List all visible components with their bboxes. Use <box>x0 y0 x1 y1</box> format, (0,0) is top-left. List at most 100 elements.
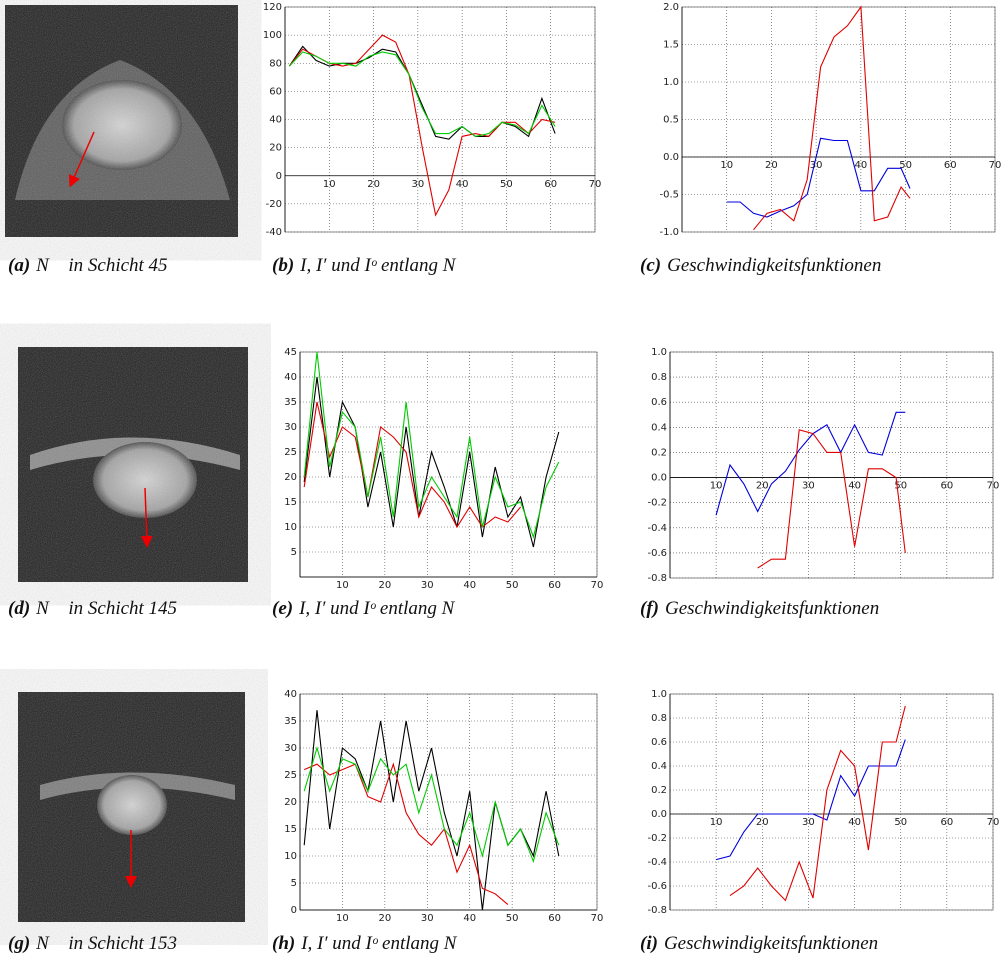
x-tick-label: 20 <box>765 160 778 171</box>
x-tick-label: 20 <box>378 580 391 591</box>
y-tick-label: 5 <box>291 878 297 889</box>
series-line <box>288 45 556 140</box>
x-tick-label: 50 <box>506 913 519 924</box>
y-tick-label: 0 <box>291 905 297 916</box>
x-tick-label: 70 <box>987 481 1000 492</box>
y-tick-label: -0.2 <box>647 498 667 509</box>
y-tick-label: 40 <box>269 115 282 126</box>
y-tick-label: 0.6 <box>651 397 667 408</box>
series-line <box>715 411 906 516</box>
x-tick-label: 10 <box>323 179 336 190</box>
y-tick-label: 45 <box>284 347 297 358</box>
y-tick-label: 20 <box>284 797 297 808</box>
caption: (g) N⃗ in Schicht 153 <box>8 933 177 955</box>
caption: (a) N⃗ in Schicht 45 <box>8 255 168 277</box>
series-line <box>757 429 906 569</box>
series-line <box>288 51 556 137</box>
series-line <box>753 5 911 231</box>
x-tick-label: 70 <box>591 580 604 591</box>
x-tick-label: 50 <box>506 580 519 591</box>
chart: -0.8 -0.6 -0.4 -0.2 0.0 0.2 0.4 0.6 0.8 1.0 10 20 30… <box>647 689 999 916</box>
caption-text: Geschwindigkeitsfunktionen <box>663 933 879 954</box>
y-tick-label: 15 <box>284 497 297 508</box>
y-tick-label: 0.0 <box>651 473 667 484</box>
y-tick-label: 25 <box>284 447 297 458</box>
y-tick-label: 0.6 <box>651 737 667 748</box>
caption: (i) Geschwindigkeitsfunktionen <box>640 933 878 955</box>
x-tick-label: 20 <box>367 179 380 190</box>
y-tick-label: 20 <box>284 472 297 483</box>
caption-label: (c) <box>640 255 662 276</box>
series-line <box>303 351 560 539</box>
x-tick-label: 20 <box>756 481 769 492</box>
caption: (c) Geschwindigkeitsfunktionen <box>640 255 881 277</box>
caption-label: (b) <box>272 255 295 276</box>
caption-label: (e) <box>272 598 294 619</box>
caption: (b) I, I′ und Iᵒ entlang N⃗ <box>272 255 470 277</box>
y-tick-label: 30 <box>284 422 297 433</box>
y-tick-label: 15 <box>284 824 297 835</box>
caption: (e) I, I′ und Iᵒ entlang N⃗ <box>272 598 469 620</box>
y-tick-label: 35 <box>284 716 297 727</box>
x-tick-label: 60 <box>548 913 561 924</box>
x-tick-label: 40 <box>463 913 476 924</box>
caption: (f) Geschwindigkeitsfunktionen <box>640 598 879 620</box>
series-line <box>303 376 560 548</box>
y-tick-label: -1.0 <box>659 227 679 238</box>
y-tick-label: 35 <box>284 397 297 408</box>
caption-label: (h) <box>272 933 296 954</box>
caption-text: I, I′ und Iᵒ entlang N⃗ <box>299 598 470 619</box>
y-tick-label: -0.8 <box>647 905 667 916</box>
y-tick-label: -0.8 <box>647 573 667 584</box>
plot-frame <box>299 351 598 578</box>
series-line <box>288 34 556 217</box>
y-tick-label: 0.5 <box>663 115 679 126</box>
y-tick-label: 10 <box>284 851 297 862</box>
chart: -1.0 -0.5 0.0 0.5 1.0 1.5 2.0 10 20 30 40 50 60 70 <box>659 2 1001 238</box>
x-tick-label: 60 <box>544 179 557 190</box>
plot-frame <box>669 351 994 579</box>
y-tick-label: 5 <box>291 547 297 558</box>
x-tick-label: 60 <box>944 160 957 171</box>
y-tick-label: 100 <box>263 30 282 41</box>
chart: 0 5 10 15 20 25 30 35 40 10 20 30 40 50 60 70 <box>284 689 603 924</box>
x-tick-label: 10 <box>710 481 723 492</box>
x-tick-label: 30 <box>421 580 434 591</box>
y-tick-label: 1.0 <box>663 77 679 88</box>
plot-frame <box>284 6 596 233</box>
x-tick-label: 40 <box>463 580 476 591</box>
x-tick-label: 50 <box>894 481 907 492</box>
series-line <box>303 401 522 529</box>
y-tick-label: 40 <box>284 372 297 383</box>
x-tick-label: 40 <box>854 160 867 171</box>
x-tick-label: 30 <box>802 817 815 828</box>
y-tick-label: -40 <box>266 227 282 238</box>
caption: (h) I, I′ und Iᵒ entlang N⃗ <box>272 933 471 955</box>
x-tick-label: 10 <box>720 160 733 171</box>
x-tick-label: 10 <box>710 817 723 828</box>
plot-frame <box>669 693 994 911</box>
y-tick-label: 120 <box>263 2 282 13</box>
caption-text: N⃗ in Schicht 45 <box>36 255 168 276</box>
x-tick-label: 50 <box>500 179 513 190</box>
mri-image <box>18 347 248 582</box>
y-tick-label: 0.4 <box>651 422 667 433</box>
x-tick-label: 10 <box>336 913 349 924</box>
y-tick-label: 60 <box>269 86 282 97</box>
x-tick-label: 30 <box>810 160 823 171</box>
x-tick-label: 30 <box>421 913 434 924</box>
y-tick-label: 40 <box>284 689 297 700</box>
x-tick-label: 70 <box>987 817 1000 828</box>
caption-text: Geschwindigkeitsfunktionen <box>667 255 882 276</box>
y-tick-label: 0.0 <box>663 152 679 163</box>
caption-label: (i) <box>640 933 658 954</box>
y-tick-label: -0.5 <box>659 190 679 201</box>
y-tick-label: 30 <box>284 743 297 754</box>
x-tick-label: 70 <box>591 913 604 924</box>
chart: 5 10 15 20 25 30 35 40 45 10 20 30 40 50 60 70 <box>284 347 603 591</box>
y-tick-label: 0 <box>276 171 282 182</box>
x-tick-label: 40 <box>456 179 469 190</box>
caption-text: Geschwindigkeitsfunktionen <box>664 598 880 619</box>
x-tick-label: 60 <box>940 817 953 828</box>
